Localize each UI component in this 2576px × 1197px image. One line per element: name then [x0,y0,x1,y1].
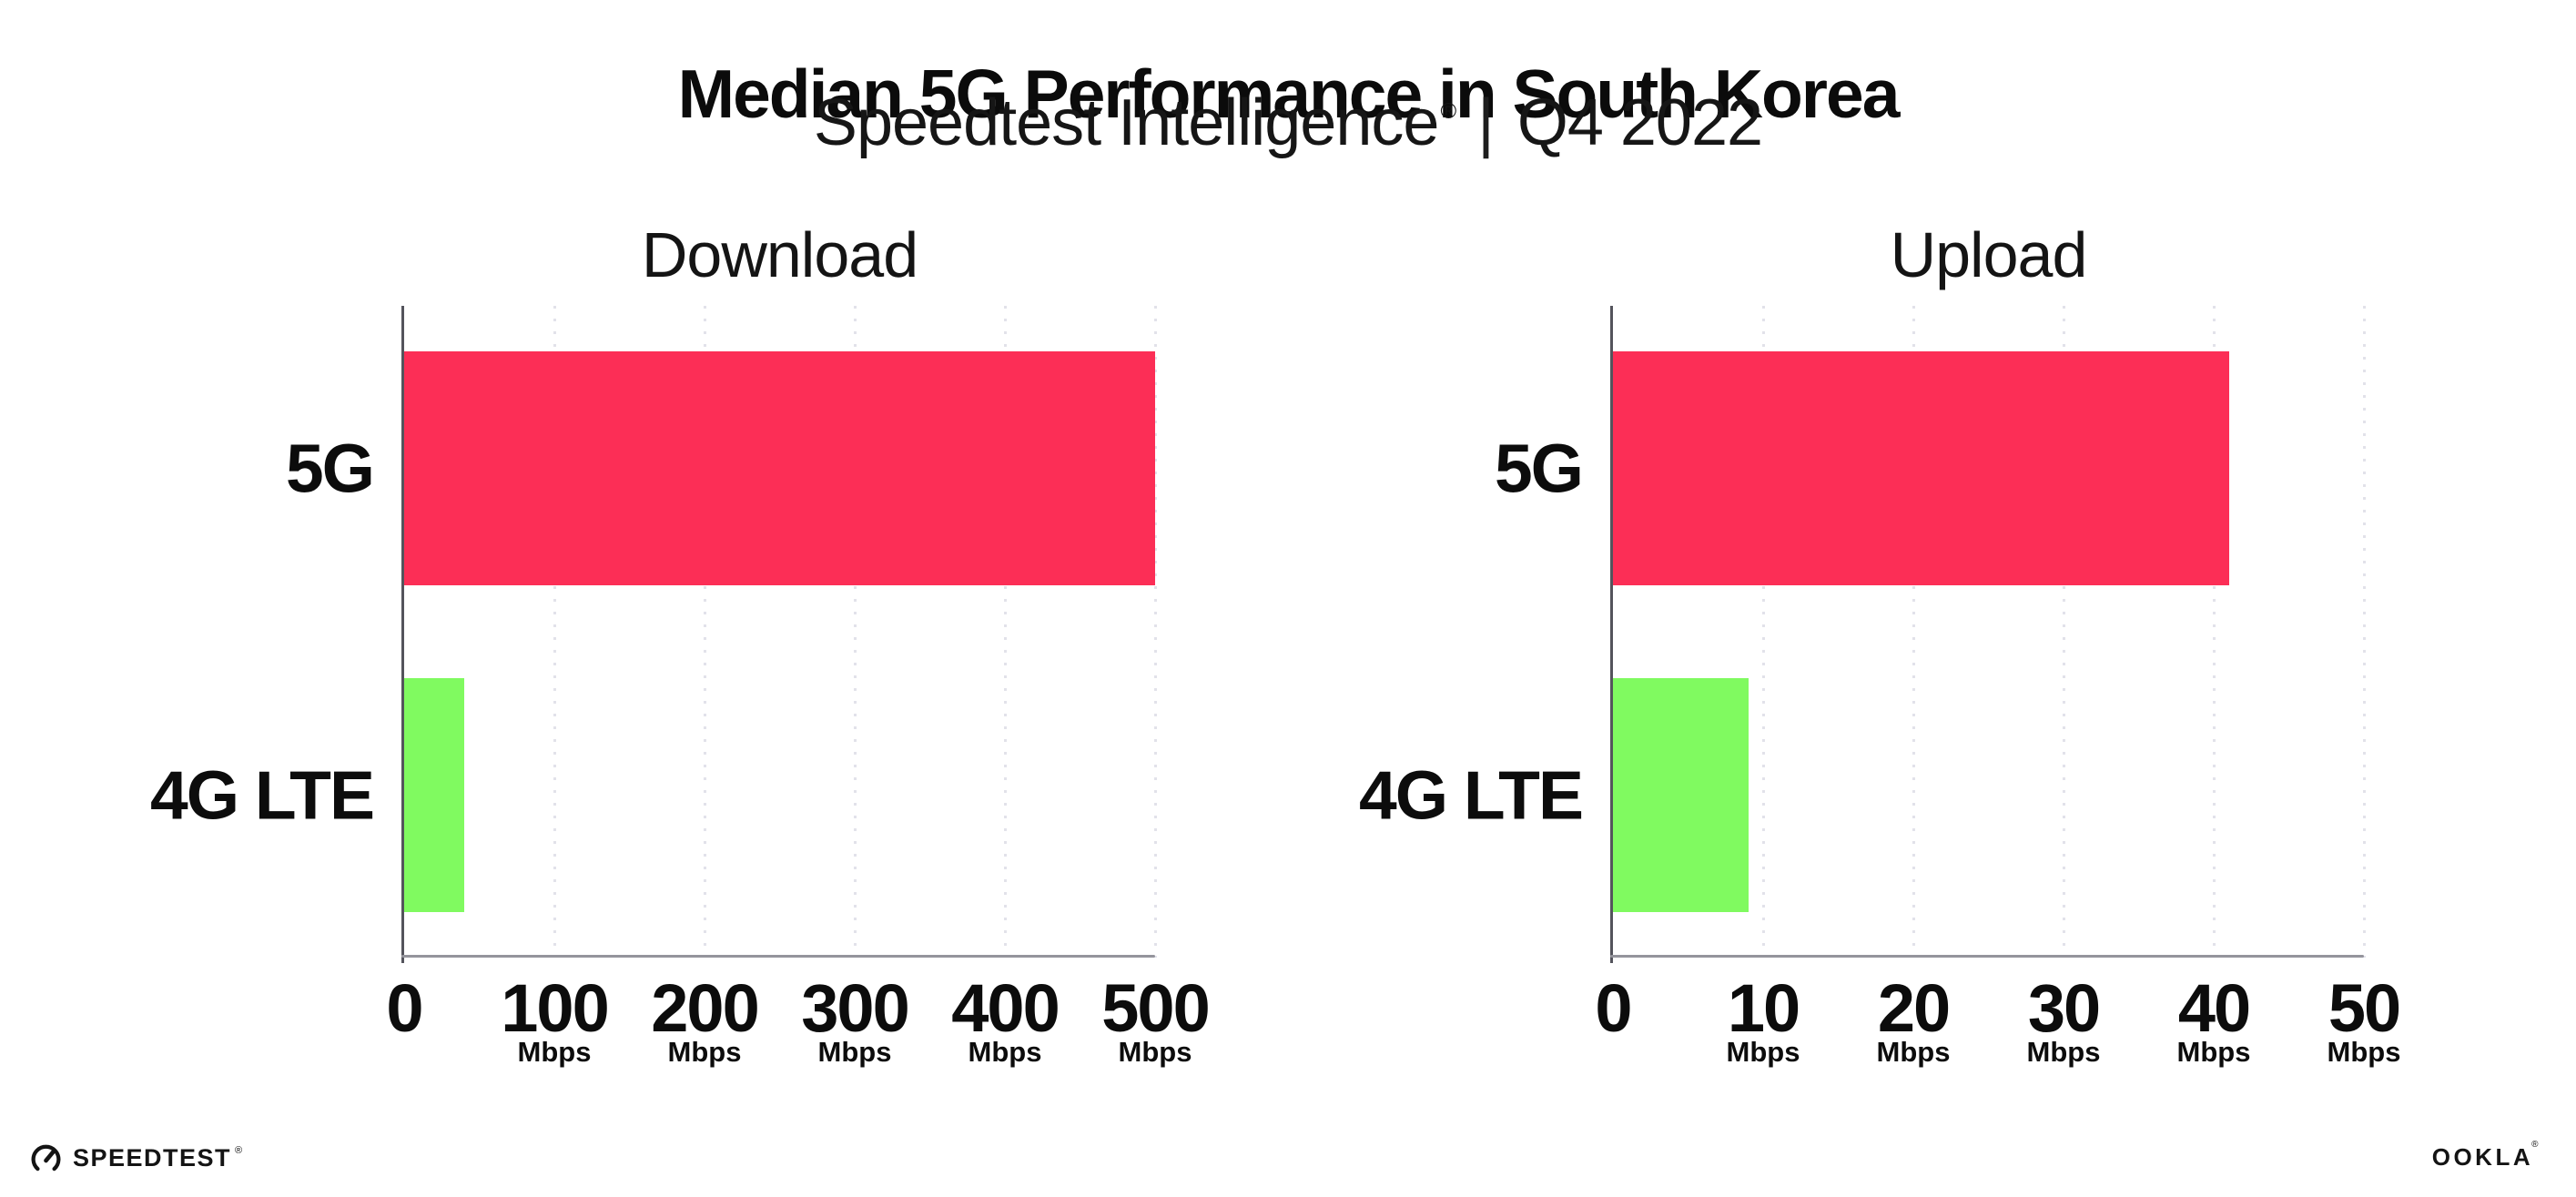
gridline-200 [703,306,706,958]
gridline-500 [1153,306,1157,958]
upload-chart-title: Upload [1890,219,2088,290]
gridline-100 [553,306,556,958]
category-label-4g-lte: 4G LTE [1359,756,1584,833]
x-tick-label-500: 500 [1101,970,1210,1046]
speedtest-registered-mark-icon: ® [235,1144,243,1156]
y-axis-line [401,306,404,963]
page-subtitle: Speedtest Intelligence® | Q4 2022 [0,90,2576,156]
x-axis-line [1610,955,2364,958]
y-axis-line [1610,306,1613,963]
gridline-40 [2212,306,2216,958]
x-tick-unit-200: Mbps [667,1036,742,1068]
x-tick-label-0: 0 [386,970,423,1046]
bar-4g-lte [1613,678,1749,912]
speedtest-gauge-icon [31,1144,61,1172]
download-chart-title: Download [641,219,918,290]
x-tick-unit-10: Mbps [1726,1036,1800,1068]
x-tick-unit-300: Mbps [817,1036,892,1068]
gridline-20 [1912,306,1915,958]
category-label-5g: 5G [285,430,375,506]
speedtest-logo: SPEEDTEST ® [29,1141,248,1175]
ookla-logo: OOKLA® [2431,1141,2543,1171]
gridline-10 [1761,306,1765,958]
subtitle-divider: | [1477,86,1495,159]
ookla-registered-mark-icon: ® [2531,1140,2541,1151]
upload-plot-area: 5G 4G LTE 0 10 Mbps 20 Mbps 30 Mbps 40 Mbps 50 Mbps [1359,306,2401,1066]
x-tick-label-0: 0 [1595,970,1632,1046]
page-title: Median 5G Performance in South Korea [677,56,1901,133]
category-label-5g: 5G [1494,430,1584,506]
registered-mark-icon: ® [1440,99,1456,124]
x-tick-label-20: 20 [1877,970,1951,1046]
gridline-400 [1003,306,1007,958]
speedtest-logo-text: SPEEDTEST [73,1144,232,1172]
x-tick-label-300: 300 [801,970,909,1046]
x-tick-unit-30: Mbps [2026,1036,2101,1068]
bar-5g [1613,351,2229,585]
ookla-logo-text: OOKLA [2431,1143,2534,1171]
x-tick-unit-100: Mbps [517,1036,592,1068]
x-tick-label-200: 200 [651,970,759,1046]
x-tick-label-400: 400 [951,970,1060,1046]
category-label-4g-lte: 4G LTE [150,756,375,833]
x-tick-unit-20: Mbps [1876,1036,1951,1068]
bar-5g [404,351,1155,585]
gridline-50 [2362,306,2366,958]
bar-4g-lte [404,678,464,912]
subtitle-brand: Speedtest Intelligence [813,86,1440,159]
x-axis-line [401,955,1155,958]
gridline-300 [853,306,857,958]
x-tick-label-30: 30 [2027,970,2101,1046]
x-tick-unit-40: Mbps [2176,1036,2251,1068]
x-tick-label-10: 10 [1727,970,1800,1046]
x-tick-label-100: 100 [501,970,609,1046]
x-tick-label-40: 40 [2177,970,2251,1046]
x-tick-unit-50: Mbps [2327,1036,2401,1068]
x-tick-unit-500: Mbps [1118,1036,1192,1068]
gridline-30 [2062,306,2065,958]
x-tick-label-50: 50 [2328,970,2401,1046]
subtitle-period: Q4 2022 [1516,86,1763,159]
x-tick-unit-400: Mbps [968,1036,1042,1068]
download-plot-area: 5G 4G LTE 0 100 Mbps 200 Mbps 300 Mbps 400 Mbps 500… [150,306,1211,1066]
